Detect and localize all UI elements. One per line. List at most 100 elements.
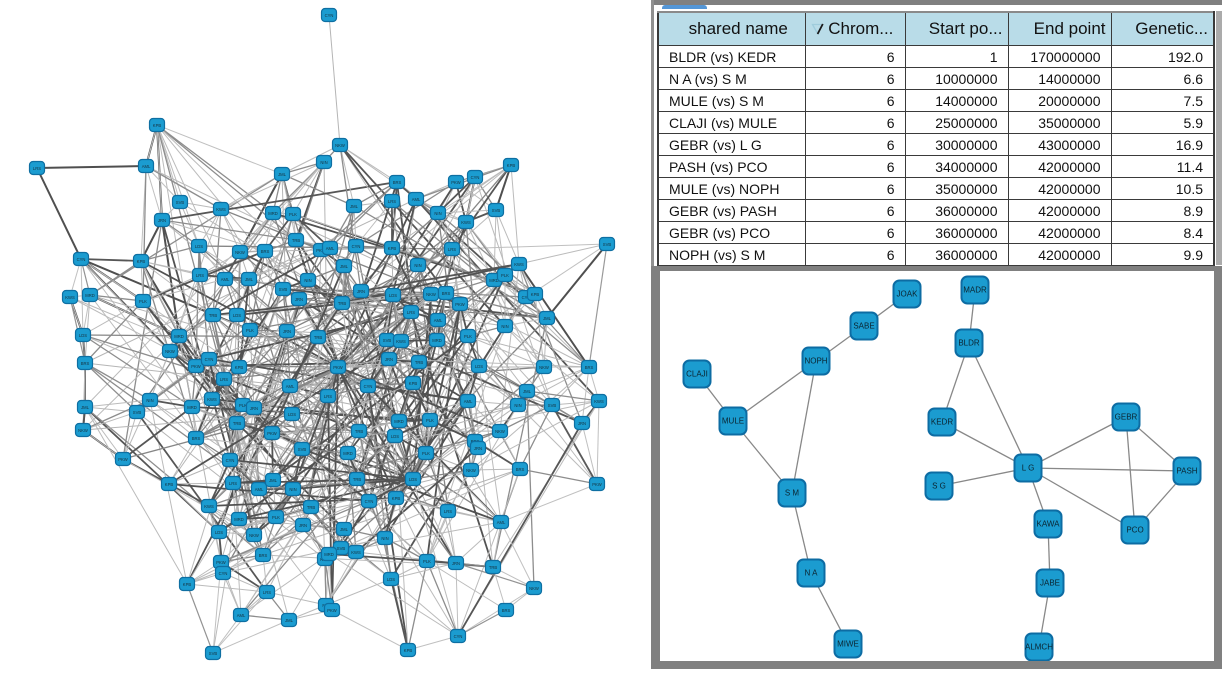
svg-text:KPB: KPB (409, 381, 418, 386)
svg-text:TRB: TRB (209, 313, 218, 318)
svg-text:NIN: NIN (414, 263, 421, 268)
svg-text:JABE: JABE (1040, 579, 1060, 588)
svg-text:AML: AML (237, 613, 246, 618)
svg-text:BRS: BRS (261, 249, 270, 254)
svg-text:KWS: KWS (461, 220, 471, 225)
svg-text:KPB: KPB (183, 582, 192, 587)
svg-text:NIN: NIN (381, 536, 388, 541)
svg-text:AML: AML (497, 520, 506, 525)
svg-text:PKW: PKW (118, 457, 128, 462)
svg-text:MRD: MRD (268, 211, 278, 216)
svg-text:NIN: NIN (434, 211, 441, 216)
svg-text:JRN: JRN (250, 406, 258, 411)
svg-text:JML: JML (543, 316, 552, 321)
svg-text:LDS: LDS (195, 244, 203, 249)
svg-text:PLK: PLK (422, 451, 430, 456)
svg-text:LRS: LRS (196, 273, 204, 278)
svg-text:JML: JML (245, 277, 254, 282)
svg-text:LRS: LRS (33, 166, 41, 171)
svg-text:LRS: LRS (220, 377, 228, 382)
svg-text:BRS: BRS (393, 180, 402, 185)
svg-text:PKW: PKW (327, 608, 337, 613)
svg-text:LRS: LRS (388, 199, 396, 204)
svg-text:NKW: NKW (165, 349, 175, 354)
svg-text:SVB: SVB (133, 410, 142, 415)
svg-text:BRS: BRS (442, 291, 451, 296)
svg-text:JML: JML (285, 618, 294, 623)
svg-text:BRS: BRS (259, 553, 268, 558)
svg-text:TRB: TRB (353, 477, 362, 482)
svg-text:JRN: JRN (474, 446, 482, 451)
svg-text:PLK: PLK (239, 403, 247, 408)
svg-text:KWS: KWS (65, 295, 75, 300)
svg-text:AML: AML (464, 399, 473, 404)
svg-text:JML: JML (81, 405, 90, 410)
svg-text:KPB: KPB (235, 365, 244, 370)
svg-text:BRS: BRS (502, 608, 511, 613)
svg-text:KPB: KPB (153, 123, 162, 128)
svg-text:JRN: JRN (299, 523, 307, 528)
svg-text:LDS: LDS (475, 364, 483, 369)
svg-text:CYN: CYN (522, 295, 531, 300)
svg-text:PKW: PKW (333, 365, 343, 370)
svg-text:BLDR: BLDR (958, 339, 980, 348)
svg-text:NIN: NIN (501, 324, 508, 329)
svg-text:NKW: NKW (529, 586, 539, 591)
svg-text:KWS: KWS (216, 207, 226, 212)
svg-text:KWS: KWS (594, 399, 604, 404)
svg-text:BRS: BRS (585, 365, 594, 370)
svg-text:CYN: CYN (471, 175, 480, 180)
svg-text:NKW: NKW (249, 533, 259, 538)
svg-text:MRD: MRD (489, 278, 499, 283)
svg-text:MADR: MADR (963, 286, 987, 295)
svg-text:JRN: JRN (578, 421, 586, 426)
svg-text:PKW: PKW (455, 302, 465, 307)
svg-text:ALMCH: ALMCH (1025, 643, 1053, 652)
svg-text:CYN: CYN (77, 257, 86, 262)
svg-text:MRD: MRD (234, 517, 244, 522)
svg-text:CYN: CYN (352, 244, 361, 249)
svg-text:LRS: LRS (407, 310, 415, 315)
svg-text:PKW: PKW (451, 180, 461, 185)
svg-text:JML: JML (278, 172, 287, 177)
svg-text:LRS: LRS (324, 394, 332, 399)
svg-text:PLK: PLK (289, 212, 297, 217)
svg-text:NIN: NIN (289, 487, 296, 492)
svg-text:MRD: MRD (174, 334, 184, 339)
svg-text:SVB: SVB (548, 403, 557, 408)
svg-text:AML: AML (221, 277, 230, 282)
svg-text:JRN: JRN (295, 297, 303, 302)
svg-text:SVB: SVB (492, 208, 501, 213)
svg-text:NIN: NIN (304, 278, 311, 283)
svg-text:BRS: BRS (516, 467, 525, 472)
svg-text:PLK: PLK (501, 273, 509, 278)
svg-text:CYN: CYN (205, 357, 214, 362)
svg-text:PKW: PKW (267, 431, 277, 436)
svg-text:NKW: NKW (495, 429, 505, 434)
svg-text:KWS: KWS (396, 339, 406, 344)
svg-text:KPB: KPB (165, 482, 174, 487)
svg-text:TRB: TRB (292, 238, 301, 243)
svg-text:PLK: PLK (464, 334, 472, 339)
svg-text:PASH: PASH (1176, 467, 1197, 476)
svg-text:PLK: PLK (139, 299, 147, 304)
svg-text:KWS: KWS (514, 262, 524, 267)
svg-text:KWS: KWS (204, 504, 214, 509)
svg-text:LDS: LDS (233, 313, 241, 318)
svg-text:KAWA: KAWA (1037, 520, 1061, 529)
svg-text:MRD: MRD (394, 419, 404, 424)
svg-text:MRD: MRD (187, 405, 197, 410)
svg-text:LDS: LDS (389, 293, 397, 298)
svg-text:KPB: KPB (392, 496, 401, 501)
svg-text:MRD: MRD (432, 338, 442, 343)
svg-text:NOPH: NOPH (804, 357, 827, 366)
svg-text:NIN: NIN (514, 403, 521, 408)
svg-text:NKW: NKW (335, 143, 345, 148)
svg-text:TRB: TRB (233, 421, 242, 426)
svg-text:JOAK: JOAK (897, 290, 919, 299)
svg-text:PKW: PKW (316, 248, 326, 253)
svg-text:PKW: PKW (216, 560, 226, 565)
svg-text:JRN: JRN (283, 329, 291, 334)
svg-text:MRD: MRD (343, 451, 353, 456)
svg-text:SVB: SVB (603, 242, 612, 247)
